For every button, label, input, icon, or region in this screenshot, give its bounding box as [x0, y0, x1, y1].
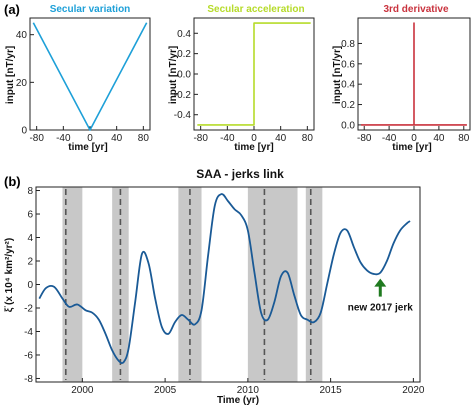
y-tick-label: -0.4 [174, 110, 192, 121]
annotation-label: new 2017 jerk [348, 303, 413, 314]
series-line [361, 22, 467, 126]
series-line [197, 22, 311, 126]
y-axis-label: ξ̈ (x 10⁴ km²/yr²) [3, 238, 15, 312]
y-tick-label: 0 [21, 126, 27, 137]
arrow-head-icon [374, 278, 387, 287]
series-line [32, 22, 148, 131]
x-tick-label: 2000 [71, 385, 94, 396]
y-tick-label: 0 [27, 280, 33, 291]
chart-title: Secular variation [50, 4, 131, 15]
x-tick-label: 80 [302, 133, 314, 144]
y-tick-label: 8 [27, 186, 33, 197]
y-tick-label: 0.8 [341, 39, 355, 50]
jerk-band [62, 187, 83, 382]
x-tick-label: 2005 [154, 385, 177, 396]
y-tick-label: -0.2 [174, 90, 192, 101]
y-tick-label: 4 [27, 233, 33, 244]
chart-3rd-derivative: 3rd derivative input [nT/yr] time [yr] -… [332, 4, 471, 153]
y-tick-label: -2 [24, 303, 33, 314]
y-tick-label: 0.0 [177, 70, 191, 81]
y-tick-label: 0.2 [341, 100, 355, 111]
x-tick-label: 2020 [402, 385, 425, 396]
chart-secular-acceleration: Secular acceleration input [nT/yr] time … [168, 4, 315, 153]
y-tick-label: 0.2 [177, 49, 191, 60]
x-tick-label: 40 [433, 133, 445, 144]
x-axis-label: time [yr] [234, 142, 273, 153]
y-tick-label: 2 [27, 257, 33, 268]
x-tick-label: 0 [87, 133, 93, 144]
x-tick-label: 2010 [237, 385, 260, 396]
chart-secular-variation: Secular variation input [nT/yr] time [yr… [5, 4, 151, 153]
panel-a-label: (a) [4, 2, 20, 17]
panel-b-label: (b) [4, 174, 21, 189]
x-tick-label: 80 [138, 133, 150, 144]
x-tick-label: -80 [357, 133, 372, 144]
series-line [38, 193, 411, 365]
x-tick-label: -40 [382, 133, 397, 144]
x-tick-label: 80 [458, 133, 470, 144]
x-tick-label: -80 [29, 133, 44, 144]
x-tick-label: 40 [275, 133, 287, 144]
plot-frame [29, 17, 151, 131]
chart-title: Secular acceleration [207, 4, 304, 15]
x-tick-label: 0 [411, 133, 417, 144]
y-tick-label: -8 [24, 374, 33, 385]
y-tick-label: -6 [24, 350, 33, 361]
y-tick-label: 6 [27, 210, 33, 221]
y-tick-label: 0.4 [177, 29, 191, 40]
x-axis-label: time [yr] [392, 142, 431, 153]
y-tick-label: -4 [24, 327, 33, 338]
jerk-band [247, 187, 298, 382]
x-tick-label: -80 [193, 133, 208, 144]
y-axis-label: input [nT/yr] [332, 46, 343, 104]
y-tick-label: 0.4 [341, 80, 355, 91]
y-tick-label: 20 [16, 78, 28, 89]
x-tick-label: -40 [56, 133, 71, 144]
chart-saa-jerks-link: SAA - jerks link ξ̈ (x 10⁴ km²/yr²) Time… [3, 167, 425, 406]
y-tick-label: 40 [16, 30, 28, 41]
x-axis-label: time [yr] [68, 142, 107, 153]
jerk-band [305, 187, 323, 382]
x-tick-label: -40 [220, 133, 235, 144]
y-tick-label: 0.6 [341, 59, 355, 70]
y-tick-label: 0.0 [341, 120, 355, 131]
x-axis-label: Time (yr) [217, 395, 259, 406]
chart-title: SAA - jerks link [196, 167, 284, 181]
x-tick-label: 40 [111, 133, 123, 144]
y-axis-label: input [nT/yr] [5, 46, 16, 104]
chart-title: 3rd derivative [383, 4, 448, 15]
x-tick-label: 0 [251, 133, 257, 144]
y-axis-label: input [nT/yr] [168, 46, 179, 104]
x-tick-label: 2015 [319, 385, 342, 396]
plot-frame [35, 186, 421, 383]
